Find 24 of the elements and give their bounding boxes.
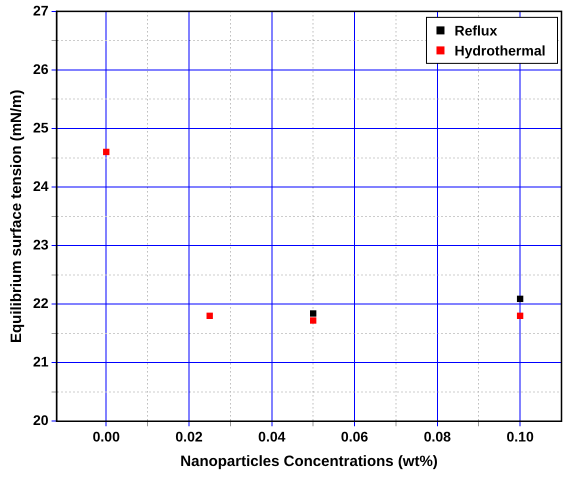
x-tick-label: 0.08 — [424, 428, 452, 444]
y-tick-label: 20 — [32, 412, 49, 428]
point — [206, 312, 213, 320]
y-tick-label: 27 — [32, 2, 49, 18]
x-tick-label: 0.02 — [175, 428, 203, 444]
x-tick-label: 0.06 — [340, 428, 368, 444]
point — [310, 310, 316, 317]
x-tick-label: 0.00 — [92, 428, 120, 444]
x-tick-label: 0.10 — [506, 428, 534, 444]
point — [516, 312, 524, 320]
y-tick-label: 22 — [32, 294, 49, 311]
legend-label: Reflux — [454, 22, 498, 38]
y-tick-label: 26 — [32, 60, 49, 77]
y-tick-label: 25 — [32, 119, 49, 136]
point — [310, 317, 316, 324]
y-tick-label: 21 — [32, 354, 49, 370]
point — [103, 148, 110, 156]
legend-label: Hydrothermal — [454, 42, 546, 58]
y-tick-label: 24 — [32, 178, 49, 194]
point — [516, 296, 524, 302]
y-tick-label: 23 — [32, 236, 49, 252]
y-axis-title: Equilibrium surface tension (mN/m) — [8, 90, 26, 343]
x-axis-title: Nanoparticles Concentrations (wt%) — [180, 453, 438, 470]
x-tick-label: 0.04 — [258, 428, 286, 444]
